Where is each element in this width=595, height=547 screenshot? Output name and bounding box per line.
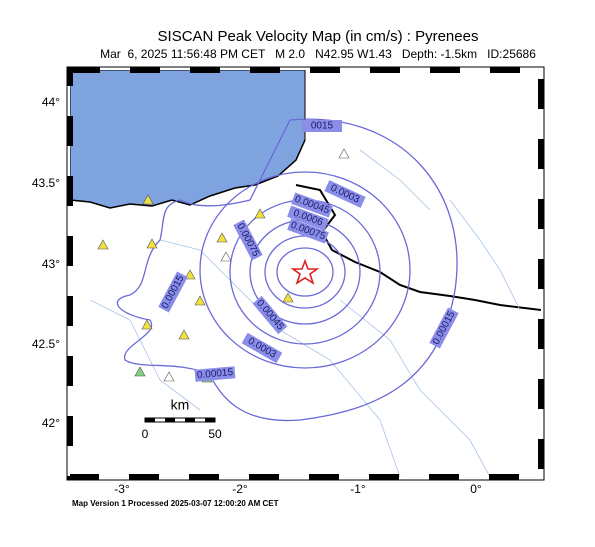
frame-outline: [66, 66, 545, 481]
lat-label: 43°: [42, 257, 60, 271]
lat-label: 42°: [42, 416, 60, 430]
scale-end: 50: [208, 427, 222, 441]
lat-label: 42.5°: [32, 337, 60, 351]
contour-label-box: [429, 307, 459, 349]
footer: Map Version 1 Processed 2025-03-07 12:00…: [72, 499, 279, 508]
rivers: [89, 149, 521, 477]
contour-label-box: [252, 295, 288, 335]
contour-label: 0.00015: [194, 366, 236, 382]
contour-label-box: [158, 271, 188, 313]
map-title: SISCAN Peak Velocity Map (in cm/s) : Pyr…: [158, 28, 479, 45]
contour-label-box: [233, 219, 263, 261]
epicenter: [290, 258, 320, 285]
stations: [97, 148, 350, 383]
contour-label-box: [291, 192, 333, 218]
contour-label-box: [194, 366, 236, 382]
contour-label-box: [324, 180, 366, 208]
lon-label: -2°: [232, 482, 248, 496]
contour-label-text: 0.00015: [197, 367, 234, 381]
contour-label-text: 0015: [311, 121, 334, 132]
lat-label: 43.5°: [32, 176, 60, 190]
lon-label: -3°: [114, 482, 130, 496]
event-info: Mar 6, 2025 11:56:48 PM CET M 2.0 N42.95…: [100, 47, 536, 61]
lon-label: 0°: [470, 482, 482, 496]
scale-unit: km: [171, 397, 190, 413]
contour-label: 0015: [302, 120, 342, 132]
map-frame: 00150.00030.000450.00060.000750.000750.0…: [66, 66, 545, 481]
frame-ticks: [67, 67, 544, 480]
contour-label-box: [302, 120, 342, 132]
scale-start: 0: [142, 427, 149, 441]
scale-bar: km 0 50: [142, 397, 222, 441]
lat-label: 44°: [42, 95, 60, 109]
contour-label-box: [241, 332, 283, 364]
lon-label: -1°: [350, 482, 366, 496]
coastline: [70, 139, 306, 209]
contour-label-box: [287, 205, 329, 231]
contour-label-box: [287, 218, 329, 244]
